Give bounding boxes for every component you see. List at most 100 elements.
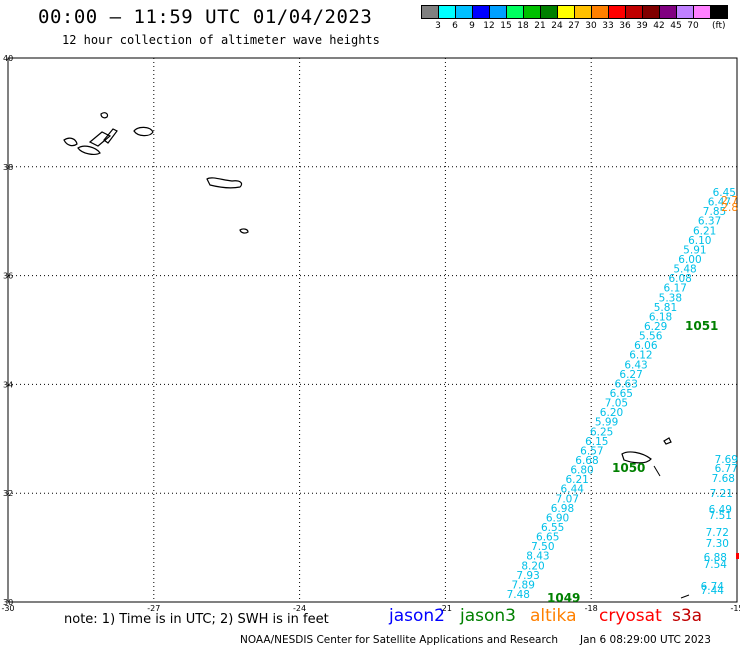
- swh-track-label: 6.45: [713, 187, 736, 199]
- swh-track-label: 6.55: [541, 522, 564, 534]
- island-outline: [206, 177, 243, 189]
- color-scale-label: 15: [500, 21, 512, 31]
- swh-altika-label: 2.7: [721, 195, 738, 207]
- page-subtitle: 12 hour collection of altimeter wave hei…: [62, 33, 380, 47]
- swh-track-label: 6.10: [688, 235, 711, 247]
- swh-track-label: 6.21: [693, 225, 716, 237]
- swh-track-label: 6.63: [615, 378, 638, 390]
- swh-track-label: 6.74: [701, 581, 725, 593]
- swh-track-label: 6.21: [565, 474, 588, 486]
- swh-track-label: 6.15: [585, 436, 608, 448]
- latitude-tick-label: 38: [3, 163, 13, 172]
- swh-track-label: 7.51: [709, 510, 732, 522]
- island-outline: [88, 131, 112, 147]
- swh-track-label: 6.98: [551, 503, 574, 515]
- swh-track-label: 7.48: [507, 589, 530, 601]
- swh-track-label: 7.05: [605, 398, 628, 410]
- swh-track-label: 6.00: [678, 254, 701, 266]
- color-scale-label: 6: [452, 21, 458, 31]
- color-scale-labels: 3 6 9 12 15 18 21 24 27 30 33 36 39 42 45 70: [421, 21, 740, 33]
- swh-track-label: 7.07: [556, 493, 579, 505]
- latitude-tick-label: 36: [3, 272, 13, 281]
- swh-track-label: 6.49: [709, 504, 732, 516]
- longitude-tick-label: -30: [1, 604, 14, 613]
- island-outline: [663, 437, 672, 445]
- swh-track-label: 6.68: [575, 455, 598, 467]
- island-outline: [653, 465, 661, 477]
- color-scale-unit: (ft): [712, 21, 726, 31]
- color-scale-label: 18: [517, 21, 529, 31]
- swh-track-label: 6.90: [546, 512, 569, 524]
- island-outline: [133, 126, 154, 137]
- island-outline: [100, 112, 109, 119]
- satellite-legend-item: jason2: [389, 606, 445, 626]
- swh-track-label: 7.50: [531, 541, 554, 553]
- swh-track-label: 6.37: [698, 216, 721, 228]
- swh-track-label: 6.12: [629, 350, 652, 362]
- swh-track-label: 6.08: [668, 273, 691, 285]
- credit-line: NOAA/NESDIS Center for Satellite Applica…: [240, 634, 558, 646]
- swh-track-label: 7.44: [701, 585, 725, 597]
- color-scale-bar: [421, 5, 728, 19]
- color-scale-label: 3: [435, 21, 441, 31]
- page-title: 00:00 – 11:59 UTC 01/04/2023: [38, 6, 373, 28]
- map-frame: [7, 57, 738, 603]
- pass-id-marker: 1050: [612, 461, 645, 475]
- swh-track-label: 5.48: [673, 264, 696, 276]
- color-scale-label: 27: [568, 21, 580, 31]
- swh-track-label: 6.65: [536, 532, 559, 544]
- longitude-tick-label: -27: [147, 604, 160, 613]
- swh-track-label: 7.72: [706, 527, 729, 539]
- swh-track-label: 8.43: [526, 551, 549, 563]
- swh-track-label: 6.20: [600, 407, 623, 419]
- longitude-tick-label: -24: [293, 604, 306, 613]
- swh-track-label: 6.25: [590, 426, 613, 438]
- swh-track-label: 5.91: [683, 244, 706, 256]
- swh-track-label: 5.56: [639, 331, 663, 343]
- color-scale-label: 24: [551, 21, 563, 31]
- footer-note: note: 1) Time is in UTC; 2) SWH is in fe…: [64, 612, 329, 627]
- swh-track-label: 6.27: [619, 369, 642, 381]
- swh-track-label: 5.38: [659, 292, 682, 304]
- latitude-tick-label: 40: [3, 54, 13, 63]
- island-outline: [77, 145, 101, 155]
- color-scale-label: 9: [469, 21, 475, 31]
- swh-track-label: 6.80: [570, 465, 593, 477]
- color-swatch: [710, 5, 728, 19]
- swh-track-label: 6.65: [610, 388, 633, 400]
- longitude-tick-label: -15: [730, 604, 740, 613]
- longitude-tick-label: -21: [439, 604, 452, 613]
- island-outline: [621, 451, 652, 464]
- swh-track-label: 7.21: [710, 488, 733, 500]
- color-scale-label: 39: [636, 21, 648, 31]
- swh-track-label: 6.43: [624, 359, 647, 371]
- swh-track-label: 6.17: [664, 283, 687, 295]
- swh-track-label: 6.44: [561, 484, 585, 496]
- satellite-legend-item: cryosat: [599, 606, 662, 626]
- swh-track-label: 6.77: [715, 463, 738, 475]
- latitude-tick-label: 30: [3, 598, 13, 607]
- color-scale-label: 12: [483, 21, 495, 31]
- timestamp: Jan 6 08:29:00 UTC 2023: [580, 634, 711, 646]
- color-scale-label: 70: [687, 21, 699, 31]
- swh-track-label: 8.20: [521, 560, 544, 572]
- color-scale-label: 21: [534, 21, 546, 31]
- swh-track-label: 5.99: [595, 417, 618, 429]
- swh-track-label: 5.81: [654, 302, 677, 314]
- island-outline: [63, 137, 78, 147]
- swh-track-label: 7.68: [712, 473, 735, 485]
- swh-track-label: 6.57: [580, 445, 603, 457]
- swh-track-label: 6.88: [704, 552, 727, 564]
- swh-track-label: 7.85: [703, 206, 726, 218]
- island-outline: [239, 228, 249, 234]
- swh-track-label: 7.93: [516, 570, 539, 582]
- cryosat-point: [736, 553, 739, 559]
- swh-track-label: 7.69: [715, 454, 738, 466]
- color-scale-label: 33: [602, 21, 614, 31]
- swh-track-label: 7.30: [706, 538, 729, 550]
- color-scale-label: 36: [619, 21, 631, 31]
- latitude-tick-label: 32: [3, 489, 13, 498]
- swh-altika-label: 2.8: [721, 202, 738, 214]
